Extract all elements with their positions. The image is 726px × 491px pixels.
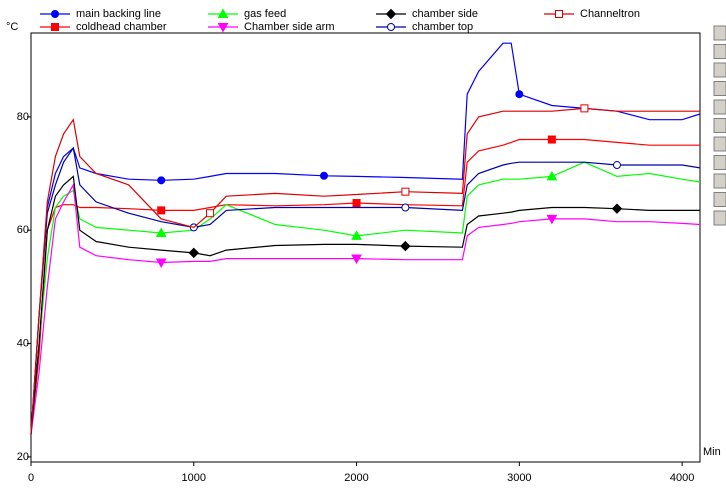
x-tick-label: 2000 xyxy=(344,472,368,484)
legend-label: Channeltron xyxy=(580,8,640,20)
toolbar-button[interactable] xyxy=(713,118,726,133)
marker xyxy=(351,230,362,240)
marker xyxy=(188,247,199,259)
legend-label: chamber side xyxy=(412,8,478,20)
marker xyxy=(351,254,362,265)
marker xyxy=(546,214,558,225)
marker xyxy=(155,258,167,269)
marker xyxy=(217,8,229,18)
legend-label: Chamber side arm xyxy=(244,21,334,33)
marker xyxy=(401,187,410,196)
y-tick-label: 80 xyxy=(17,111,29,123)
marker xyxy=(400,240,411,252)
legend-label: chamber top xyxy=(412,21,473,33)
toolbar-button[interactable] xyxy=(713,155,726,170)
marker xyxy=(217,23,229,33)
marker xyxy=(401,203,410,212)
series-line xyxy=(30,175,700,435)
marker xyxy=(155,227,167,238)
marker xyxy=(555,10,563,18)
marker xyxy=(546,170,558,181)
marker xyxy=(611,203,623,214)
marker xyxy=(547,135,556,144)
toolbar-button[interactable] xyxy=(713,210,726,226)
series-line xyxy=(30,182,701,435)
y-axis-label: °C xyxy=(6,21,18,33)
marker xyxy=(387,23,395,31)
toolbar xyxy=(713,25,726,226)
marker xyxy=(319,171,328,180)
legend-label: gas feed xyxy=(244,8,286,20)
y-tick-label: 20 xyxy=(17,451,29,463)
toolbar-button[interactable] xyxy=(713,136,726,152)
x-tick-label: 0 xyxy=(28,472,34,484)
x-tick-label: 4000 xyxy=(670,472,694,484)
y-tick-label: 40 xyxy=(17,337,29,349)
legend-label: main backing line xyxy=(76,8,161,20)
series-line xyxy=(30,161,701,435)
marker xyxy=(580,104,589,113)
marker xyxy=(515,90,524,99)
marker xyxy=(51,10,59,18)
marker xyxy=(157,206,166,215)
toolbar-button[interactable] xyxy=(713,173,726,189)
x-tick-label: 1000 xyxy=(182,472,206,484)
y-tick-label: 60 xyxy=(17,224,29,236)
toolbar-button[interactable] xyxy=(713,25,726,41)
marker xyxy=(612,161,621,170)
x-axis-label: Min xyxy=(703,446,721,458)
toolbar-button[interactable] xyxy=(713,62,726,78)
marker xyxy=(352,199,361,208)
marker xyxy=(385,8,397,20)
plot-frame xyxy=(30,32,701,463)
toolbar-button[interactable] xyxy=(713,192,726,207)
series-line xyxy=(30,138,700,435)
series-line xyxy=(30,107,700,435)
toolbar-button[interactable] xyxy=(713,81,726,96)
marker xyxy=(51,23,59,31)
x-tick-label: 3000 xyxy=(507,472,531,484)
marker xyxy=(206,209,215,218)
toolbar-button[interactable] xyxy=(713,44,726,59)
toolbar-button[interactable] xyxy=(713,99,726,115)
marker xyxy=(157,176,166,185)
legend-label: coldhead chamber xyxy=(76,21,167,33)
series-line xyxy=(30,146,701,435)
